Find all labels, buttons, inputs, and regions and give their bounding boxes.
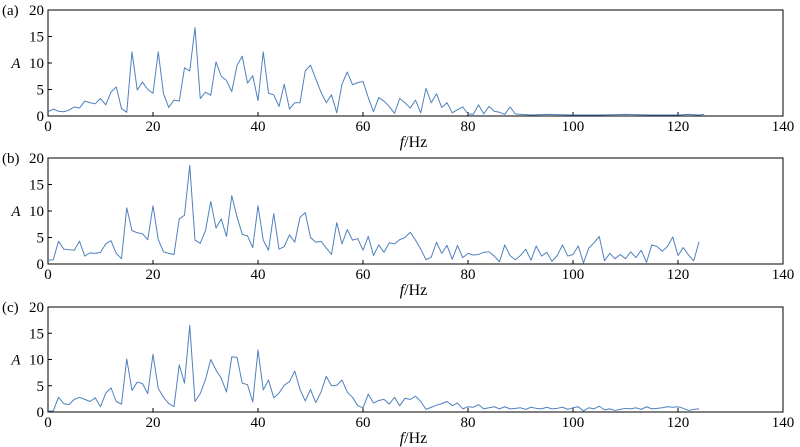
- x-tick-label-c: 100: [562, 415, 585, 431]
- x-tick-label-a: 120: [667, 119, 690, 135]
- x-tick-label-b: 120: [667, 267, 690, 283]
- x-axis-label-b: f/Hz: [400, 282, 428, 299]
- x-tick-label-a: 140: [772, 119, 795, 135]
- y-tick-label-b: 0: [37, 257, 45, 273]
- y-axis-label-c: A: [10, 353, 21, 369]
- x-tick-label-a: 60: [356, 119, 371, 135]
- x-tick-label-c: 80: [461, 415, 476, 431]
- x-tick-label-b: 0: [44, 267, 52, 283]
- x-tick-label-c: 60: [356, 415, 371, 431]
- x-tick-label-a: 100: [562, 119, 585, 135]
- y-tick-label-c: 10: [29, 353, 44, 369]
- x-tick-label-a: 0: [44, 119, 52, 135]
- y-tick-label-a: 20: [29, 3, 44, 19]
- x-axis-label-variable-b: f: [400, 282, 407, 299]
- x-tick-label-c: 140: [772, 415, 795, 431]
- y-tick-label-c: 5: [37, 379, 45, 395]
- spectrum-line-b: [47, 164, 700, 264]
- panel-c: 0 20 40 60 80 100 120 140 0 5 10 15 20 (c) Af/Hz: [2, 300, 794, 447]
- x-tick-label-b: 20: [146, 267, 161, 283]
- x-axis-label-variable-c: f: [400, 430, 407, 447]
- spectrum-line-c: [48, 324, 700, 412]
- y-tick-label-c: 0: [37, 405, 45, 421]
- x-axis-label-unit-a: /Hz: [404, 134, 427, 151]
- x-tick-label-b: 100: [562, 267, 585, 283]
- y-tick-label-a: 15: [29, 30, 44, 46]
- panel-a: 0 20 40 60 80 100 120 140 0 5 10 15 20 (a) Af/Hz: [2, 3, 794, 151]
- x-tick-label-b: 60: [356, 267, 371, 283]
- x-tick-label-c: 40: [251, 415, 266, 431]
- x-axis-label-unit-b: /Hz: [404, 282, 427, 299]
- panel-label-c: (c): [2, 300, 19, 316]
- y-axis-label-a: A: [10, 56, 21, 72]
- y-tick-label-b: 20: [29, 151, 44, 167]
- x-tick-label-a: 20: [146, 119, 161, 135]
- x-axis-label-variable-a: f: [400, 134, 407, 151]
- y-tick-label-a: 10: [29, 56, 44, 72]
- y-tick-label-a: 5: [37, 83, 45, 99]
- x-tick-label-c: 20: [146, 415, 161, 431]
- x-tick-label-b: 40: [251, 267, 266, 283]
- y-tick-label-c: 20: [29, 300, 44, 316]
- y-tick-label-c: 15: [29, 326, 44, 342]
- panel-label-b: (b): [2, 151, 20, 167]
- x-tick-label-a: 80: [461, 119, 476, 135]
- x-axis-label-unit-c: /Hz: [404, 430, 427, 447]
- y-tick-label-a: 0: [37, 109, 45, 125]
- x-axis-label-a: f/Hz: [400, 134, 428, 151]
- panel-b: 0 20 40 60 80 100 120 140 0 5 10 15 20 (b) Af/Hz: [2, 151, 794, 299]
- x-tick-label-a: 40: [251, 119, 266, 135]
- y-axis-label-b: A: [10, 204, 21, 220]
- x-tick-label-c: 120: [667, 415, 690, 431]
- x-axis-label-c: f/Hz: [400, 430, 428, 447]
- x-tick-label-c: 0: [44, 415, 52, 431]
- y-tick-label-b: 5: [37, 231, 45, 247]
- y-tick-label-b: 10: [29, 204, 44, 220]
- x-tick-label-b: 80: [461, 267, 476, 283]
- y-tick-label-b: 15: [29, 178, 44, 194]
- x-tick-label-b: 140: [772, 267, 795, 283]
- plot-frame-b: [47, 157, 784, 265]
- panel-label-a: (a): [2, 3, 19, 19]
- spectrum-line-a: [47, 26, 705, 116]
